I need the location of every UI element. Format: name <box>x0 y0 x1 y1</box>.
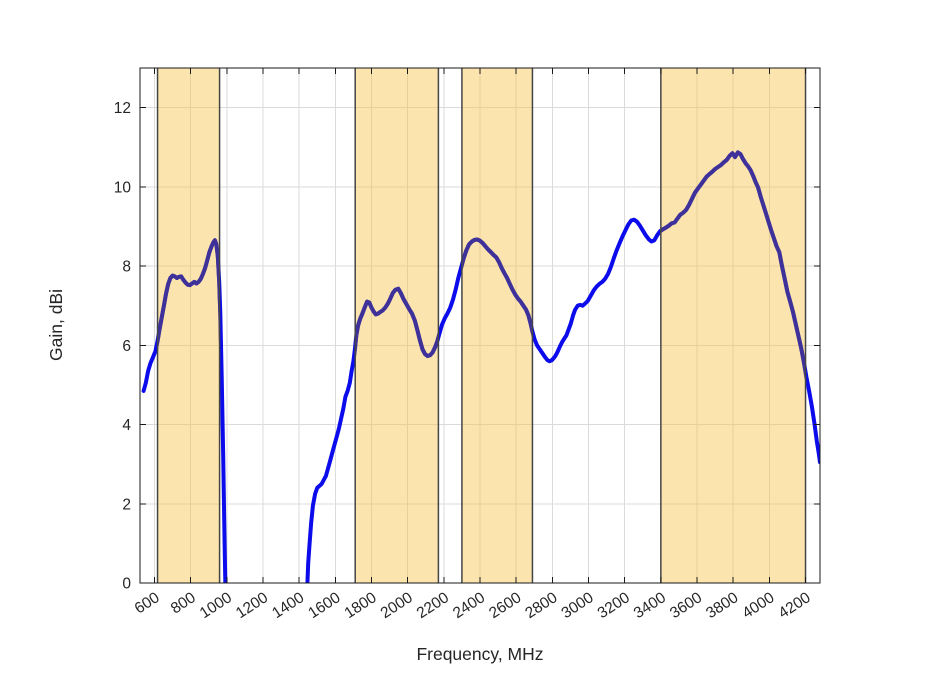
band-3400-4200 <box>660 68 806 583</box>
x-tick-label: 600 <box>132 589 163 618</box>
y-tick-label: 0 <box>122 576 131 593</box>
band-2300-2690 <box>461 68 533 583</box>
x-tick-label: 2800 <box>522 589 560 622</box>
x-tick-label: 3800 <box>703 589 741 622</box>
x-tick-label: 2000 <box>378 589 416 622</box>
x-axis-label: Frequency, MHz <box>416 644 543 664</box>
y-tick-label: 6 <box>122 338 131 355</box>
x-tick-label: 1600 <box>305 589 343 622</box>
x-tick-label: 2400 <box>450 589 488 622</box>
curve-overlay-layer <box>157 150 806 583</box>
x-tick-label: 3200 <box>595 589 633 622</box>
x-tick-label: 1800 <box>341 589 379 622</box>
y-tick-label: 12 <box>114 100 131 117</box>
x-tick-label: 4200 <box>776 589 814 622</box>
x-tick-label: 3600 <box>667 589 705 622</box>
x-tick-label: 800 <box>168 589 199 618</box>
band-edge-layer <box>156 68 807 583</box>
gain-curve-in-band <box>157 150 806 583</box>
x-tick-label: 1000 <box>197 589 235 622</box>
x-tick-label: 3000 <box>559 589 597 622</box>
y-tick-label: 2 <box>122 496 131 513</box>
band-617-960 <box>157 68 220 583</box>
x-tick-label: 2200 <box>414 589 452 622</box>
x-tick-label: 1200 <box>233 589 271 622</box>
x-tick-label: 1400 <box>269 589 307 622</box>
x-tick-label: 4000 <box>739 589 777 622</box>
y-axis-label: Gain, dBi <box>46 289 66 361</box>
band-1710-2170 <box>355 68 439 583</box>
y-tick-label: 8 <box>122 259 131 276</box>
x-tick-label: 3400 <box>631 589 669 622</box>
axis-layer <box>139 67 821 584</box>
y-tick-label: 4 <box>122 417 131 434</box>
y-tick-label: 10 <box>114 179 132 196</box>
x-tick-label: 2600 <box>486 589 524 622</box>
